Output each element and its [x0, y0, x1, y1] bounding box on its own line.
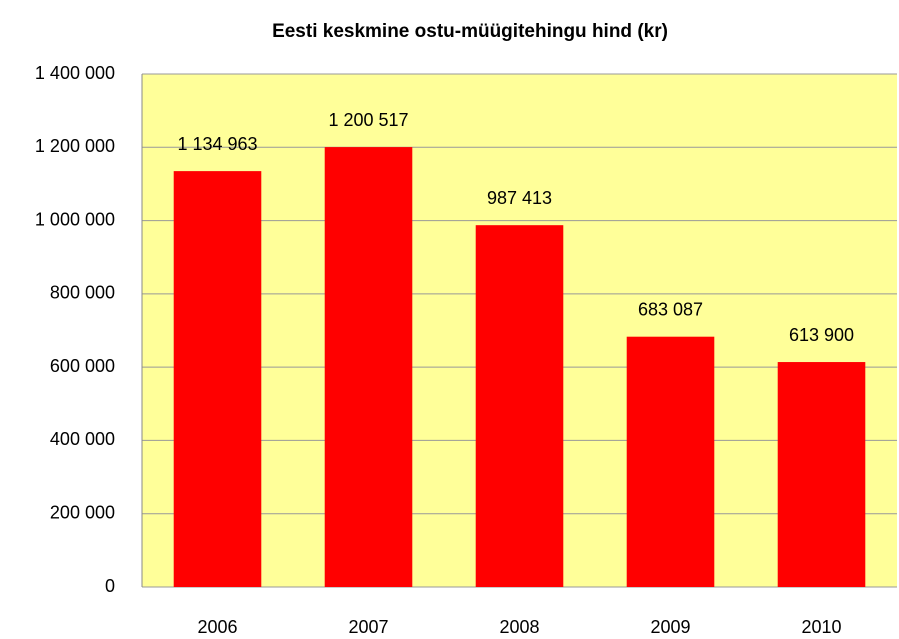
data-label: 1 134 963	[177, 134, 257, 154]
bar	[777, 362, 866, 587]
data-label: 613 900	[789, 325, 854, 345]
y-tick-label: 1 400 000	[35, 63, 115, 83]
y-tick-label: 1 000 000	[35, 209, 115, 229]
data-label: 683 087	[638, 299, 703, 319]
y-tick-label: 800 000	[50, 283, 115, 303]
y-tick-label: 1 200 000	[35, 136, 115, 156]
bar	[324, 147, 413, 588]
chart-title: Eesti keskmine ostu-müügitehingu hind (k…	[272, 21, 668, 42]
y-tick-label: 0	[105, 576, 115, 596]
y-tick-label: 200 000	[50, 502, 115, 522]
x-tick-label: 2006	[197, 617, 237, 637]
bar	[173, 171, 262, 587]
x-tick-label: 2007	[348, 617, 388, 637]
data-label: 987 413	[487, 188, 552, 208]
x-tick-label: 2008	[499, 617, 539, 637]
data-label: 1 200 517	[328, 110, 408, 130]
bar	[475, 225, 564, 588]
y-tick-label: 400 000	[50, 429, 115, 449]
x-tick-label: 2010	[801, 617, 841, 637]
bar	[626, 336, 715, 587]
y-tick-label: 600 000	[50, 356, 115, 376]
x-tick-label: 2009	[650, 617, 690, 637]
